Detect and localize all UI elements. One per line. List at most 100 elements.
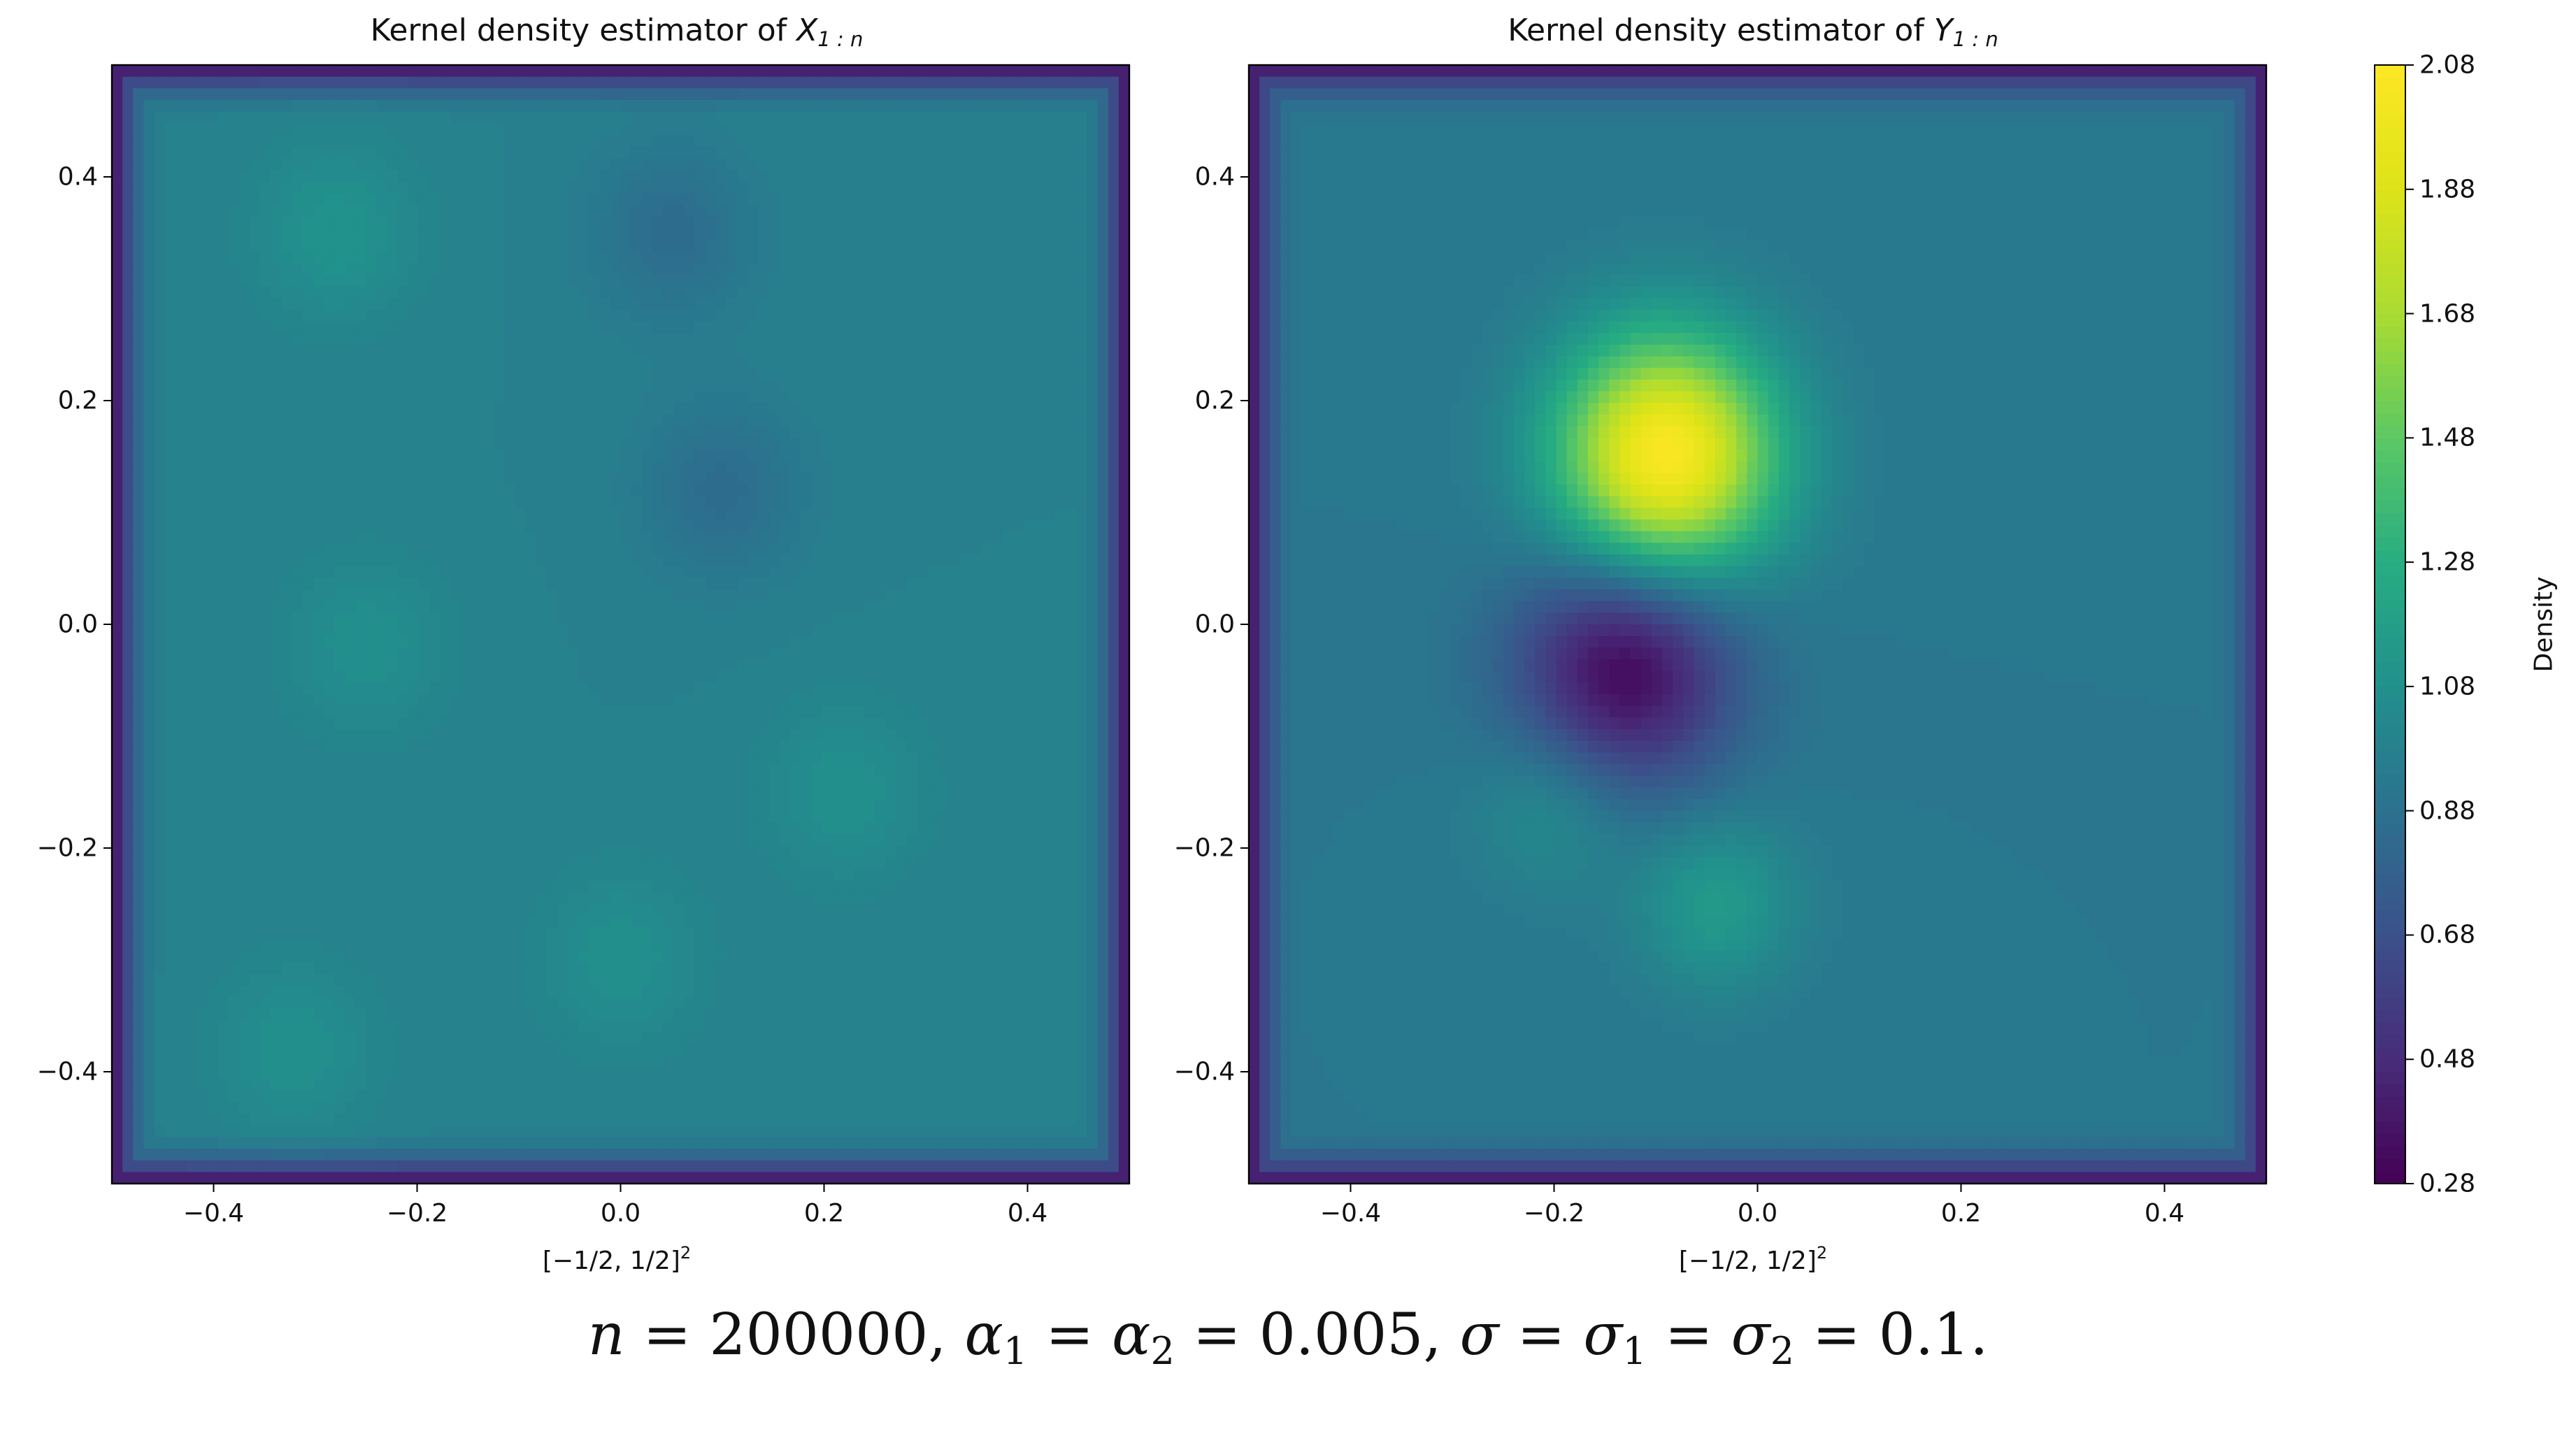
density-cell — [175, 810, 187, 824]
density-cell — [514, 135, 526, 148]
density-cell — [345, 88, 357, 101]
density-cell — [345, 1125, 357, 1138]
density-cell — [567, 892, 579, 905]
density-cell — [345, 240, 357, 252]
density-cell — [472, 1067, 484, 1079]
density-cell — [546, 659, 558, 672]
density-cell — [514, 869, 526, 882]
density-cell — [631, 450, 643, 462]
density-cell — [620, 624, 632, 637]
density-cell — [546, 543, 558, 555]
density-cell — [292, 531, 303, 544]
density-cell — [260, 1032, 272, 1044]
density-cell — [207, 123, 219, 136]
density-cell — [196, 321, 208, 334]
density-cell — [493, 123, 505, 136]
density-cell — [440, 1137, 452, 1149]
density-cell — [143, 100, 155, 113]
density-cell — [186, 1032, 198, 1044]
density-cell — [292, 694, 303, 707]
density-cell — [271, 635, 282, 649]
density-cell — [250, 368, 261, 380]
density-cell — [451, 1114, 462, 1126]
density-cell — [419, 298, 431, 310]
density-cell — [641, 391, 653, 404]
density-cell — [525, 76, 537, 89]
density-cell — [345, 892, 357, 905]
density-cell — [302, 670, 314, 684]
density-cell — [175, 531, 187, 544]
density-cell — [334, 554, 346, 567]
density-cell — [133, 135, 145, 148]
density-cell — [429, 1125, 441, 1138]
density-cell — [589, 822, 600, 835]
density-cell — [175, 380, 187, 392]
density-cell — [260, 1090, 272, 1103]
density-cell — [228, 415, 240, 427]
density-cell — [250, 426, 261, 439]
density-cell — [610, 1020, 622, 1033]
density-cell — [250, 764, 261, 777]
density-cell — [429, 111, 441, 124]
density-cell — [271, 647, 282, 660]
density-cell — [620, 566, 632, 579]
density-cell — [408, 100, 420, 113]
density-cell — [271, 508, 282, 520]
density-cell — [557, 717, 568, 730]
density-cell — [387, 624, 399, 637]
density-cell — [578, 927, 589, 940]
density-cell — [196, 729, 208, 742]
density-cell — [482, 985, 494, 998]
density-cell — [525, 228, 537, 240]
density-cell — [302, 1032, 314, 1044]
density-cell — [557, 356, 568, 369]
density-cell — [641, 1137, 653, 1149]
density-cell — [186, 577, 198, 590]
density-cell — [271, 286, 282, 299]
density-cell — [451, 205, 462, 217]
density-cell — [175, 764, 187, 777]
density-cell — [599, 310, 611, 322]
density-cell — [154, 985, 166, 998]
density-cell — [164, 391, 176, 404]
density-cell — [641, 962, 653, 975]
density-cell — [461, 752, 473, 765]
density-cell — [493, 391, 505, 404]
density-cell — [376, 729, 388, 742]
density-cell — [250, 135, 261, 148]
density-cell — [154, 216, 166, 229]
density-cell — [546, 310, 558, 322]
density-cell — [451, 635, 462, 649]
density-cell — [133, 740, 145, 754]
density-cell — [398, 962, 410, 975]
density-cell — [334, 799, 346, 812]
density-cell — [345, 915, 357, 928]
density-cell — [599, 612, 611, 625]
density-cell — [578, 1055, 589, 1068]
density-cell — [313, 974, 324, 986]
density-cell — [440, 834, 452, 847]
density-cell — [610, 111, 622, 124]
density-cell — [440, 717, 452, 730]
density-cell — [302, 1079, 314, 1091]
density-cell — [334, 426, 346, 439]
density-cell — [355, 659, 367, 672]
density-cell — [546, 193, 558, 206]
density-cell — [620, 1090, 632, 1103]
density-cell — [429, 543, 441, 555]
density-cell — [143, 1090, 155, 1103]
density-cell — [271, 1172, 282, 1184]
density-cell — [514, 659, 526, 672]
density-cell — [525, 1160, 537, 1173]
density-cell — [610, 461, 622, 474]
density-cell — [567, 799, 579, 812]
density-cell — [514, 1044, 526, 1056]
density-cell — [112, 1055, 123, 1068]
density-cell — [154, 484, 166, 497]
density-cell — [461, 834, 473, 847]
density-cell — [292, 88, 303, 101]
density-cell — [207, 1020, 219, 1033]
density-cell — [503, 356, 515, 369]
density-cell — [366, 415, 378, 427]
density-cell — [302, 845, 314, 859]
